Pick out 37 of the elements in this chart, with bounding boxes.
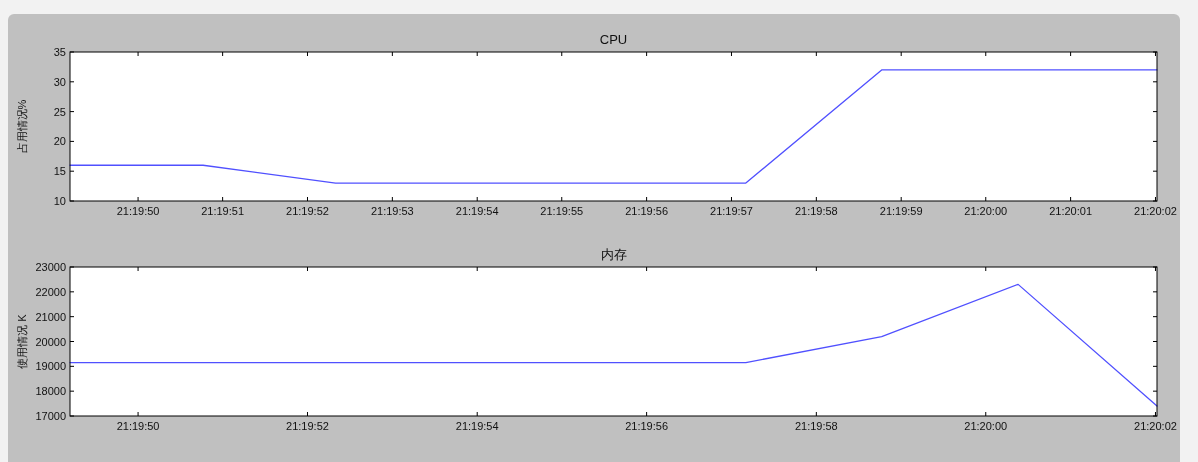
y-tick-label: 30 xyxy=(53,75,66,88)
y-tick-label: 18000 xyxy=(35,385,66,398)
x-tick-label: 21:19:56 xyxy=(625,205,669,217)
y-tick-label: 20 xyxy=(53,135,66,148)
x-tick-label: 21:19:58 xyxy=(794,420,838,432)
x-tick-label: 21:19:52 xyxy=(286,205,329,217)
y-tick-label: 19000 xyxy=(35,360,66,373)
chart-title: CPU xyxy=(599,32,628,47)
x-tick-label: 21:19:58 xyxy=(794,205,838,217)
y-tick-label: 10 xyxy=(53,195,66,207)
y-tick-label: 17000 xyxy=(35,410,66,422)
x-tick-label: 21:19:57 xyxy=(710,205,753,217)
y-axis-title: 占用情况% xyxy=(16,99,28,154)
x-tick-label: 21:19:59 xyxy=(879,205,923,217)
x-tick-label: 21:19:53 xyxy=(370,205,414,217)
y-tick-label: 23000 xyxy=(35,261,66,273)
x-tick-label: 21:19:55 xyxy=(540,205,584,217)
x-tick-label: 21:20:00 xyxy=(964,205,1008,217)
y-tick-label: 21000 xyxy=(35,310,66,323)
x-tick-label: 21:20:02 xyxy=(1134,420,1177,432)
x-tick-label: 21:19:51 xyxy=(201,205,245,217)
x-tick-label: 21:20:02 xyxy=(1134,205,1177,217)
x-tick-label: 21:19:56 xyxy=(625,420,669,432)
y-tick-label: 25 xyxy=(53,105,66,118)
x-tick-label: 21:20:01 xyxy=(1049,205,1093,217)
x-tick-label: 21:19:50 xyxy=(116,205,160,217)
y-tick-label: 15 xyxy=(53,165,66,178)
x-tick-label: 21:19:54 xyxy=(455,420,499,432)
x-tick-label: 21:19:50 xyxy=(116,420,160,432)
x-tick-label: 21:19:54 xyxy=(455,205,499,217)
chart-title: 内存 xyxy=(600,247,627,262)
y-tick-label: 20000 xyxy=(35,335,66,348)
y-axis-title: 使用情况 K xyxy=(16,313,28,369)
y-tick-label: 22000 xyxy=(35,285,66,298)
x-tick-label: 21:20:00 xyxy=(964,420,1008,432)
y-tick-label: 35 xyxy=(53,46,66,58)
x-tick-label: 21:19:52 xyxy=(286,420,329,432)
